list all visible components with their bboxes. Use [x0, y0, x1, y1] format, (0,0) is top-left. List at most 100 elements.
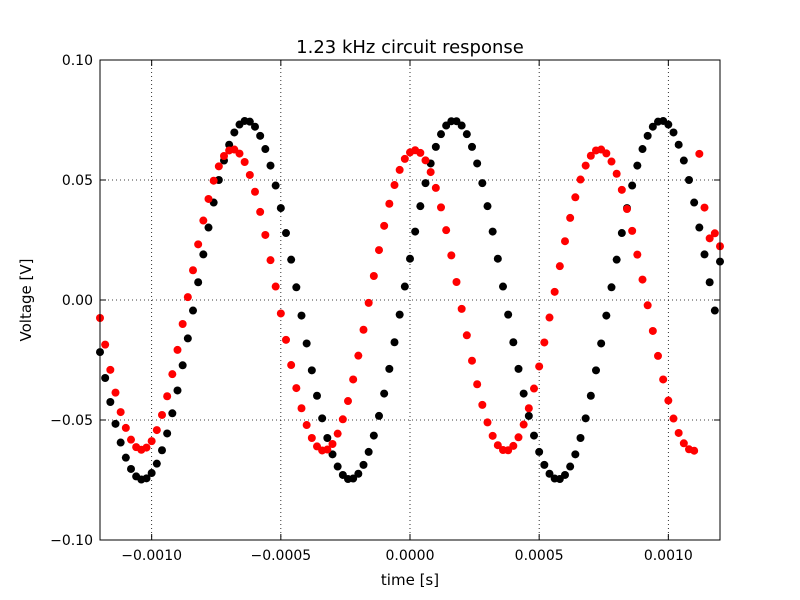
data-point	[178, 320, 187, 328]
data-point	[194, 240, 203, 249]
data-point	[607, 283, 616, 292]
data-point	[612, 255, 621, 264]
data-point	[426, 168, 435, 177]
data-point	[695, 223, 704, 232]
data-point	[307, 366, 316, 375]
data-point	[602, 149, 611, 158]
data-point	[695, 149, 704, 158]
data-point	[483, 418, 492, 427]
data-point	[457, 121, 466, 130]
data-point	[586, 151, 595, 160]
data-point	[710, 306, 719, 315]
data-point	[152, 426, 161, 435]
data-point	[199, 250, 208, 259]
data-point	[390, 338, 399, 347]
data-point	[245, 170, 254, 179]
data-point	[648, 326, 657, 335]
y-tick-label: 0.05	[62, 173, 93, 189]
data-point	[566, 462, 575, 471]
data-point	[297, 311, 306, 320]
data-point	[385, 364, 394, 373]
data-point	[204, 194, 213, 203]
data-point	[256, 207, 265, 216]
data-point	[555, 262, 564, 271]
data-point	[685, 176, 693, 184]
data-point	[576, 175, 585, 184]
data-point	[468, 142, 476, 151]
data-point	[359, 325, 368, 334]
data-point	[390, 181, 399, 190]
data-point	[240, 158, 249, 166]
data-point	[199, 216, 208, 225]
data-point	[282, 335, 290, 344]
data-point	[183, 293, 192, 302]
data-point	[194, 278, 203, 287]
data-point	[545, 469, 554, 478]
data-point	[261, 230, 270, 239]
data-point	[183, 334, 192, 343]
data-point	[271, 282, 280, 291]
data-point	[318, 414, 327, 423]
data-point	[245, 117, 254, 126]
data-point	[633, 250, 642, 259]
data-point	[612, 169, 621, 178]
data-point	[488, 227, 497, 236]
data-point	[142, 443, 151, 452]
data-point	[462, 130, 471, 139]
data-point	[509, 441, 518, 450]
axis-ticks: −0.0010 −0.0005 0.0000 0.0005 0.0010 −0.10 −0.…	[50, 53, 720, 564]
data-point	[189, 306, 197, 315]
data-point	[664, 396, 673, 405]
data-point	[333, 462, 342, 471]
grid	[100, 60, 720, 540]
data-point	[101, 374, 110, 382]
x-axis-label: time [s]	[381, 571, 439, 589]
data-point	[380, 389, 389, 398]
data-point	[225, 140, 234, 149]
data-point	[158, 410, 166, 419]
data-point	[204, 223, 213, 232]
data-point	[674, 140, 683, 149]
data-point	[323, 445, 332, 454]
data-point	[530, 384, 538, 393]
data-point	[431, 183, 440, 192]
y-axis-label: Voltage [V]	[17, 259, 35, 342]
data-point	[669, 414, 678, 423]
x-tick-label: 0.0000	[386, 548, 435, 564]
data-point	[364, 298, 373, 307]
data-point	[127, 435, 135, 444]
data-point	[705, 278, 714, 287]
data-point	[251, 122, 259, 131]
data-point	[380, 221, 389, 230]
data-point	[168, 370, 177, 379]
data-point	[617, 185, 626, 194]
data-point	[106, 398, 115, 406]
data-point	[173, 345, 182, 354]
data-point	[442, 226, 451, 235]
data-point	[700, 250, 709, 259]
data-point	[690, 198, 699, 207]
data-point	[266, 161, 275, 170]
data-point	[256, 131, 265, 140]
data-point	[375, 411, 383, 420]
x-tick-label: −0.0010	[121, 548, 182, 564]
data-point	[302, 339, 311, 348]
data-point	[142, 474, 151, 483]
data-point	[437, 130, 445, 139]
data-point	[282, 229, 290, 238]
data-point	[338, 415, 347, 424]
x-tick-label: −0.0005	[250, 548, 311, 564]
data-point	[571, 193, 580, 202]
data-point	[152, 459, 161, 468]
data-point	[597, 339, 606, 348]
data-point	[478, 179, 487, 188]
data-point	[163, 429, 172, 438]
data-point	[406, 254, 414, 263]
data-point	[178, 361, 187, 370]
data-point	[328, 440, 337, 448]
data-point	[328, 450, 337, 459]
data-point	[462, 331, 471, 340]
data-point	[354, 351, 363, 360]
data-point	[121, 423, 130, 432]
